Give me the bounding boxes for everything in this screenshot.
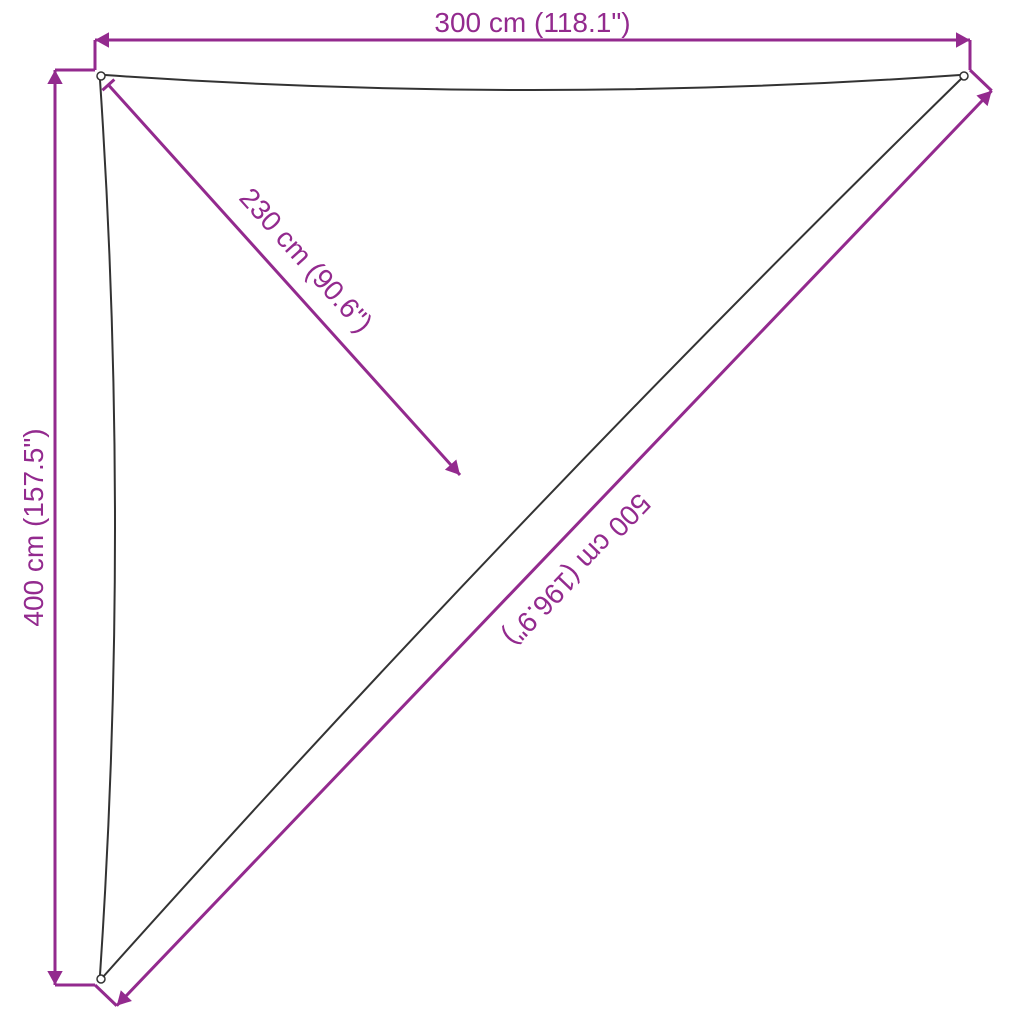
- corner-ring: [960, 72, 968, 80]
- dimension-line-inner: [108, 85, 460, 475]
- arrowhead: [956, 32, 970, 47]
- extension-line: [95, 985, 117, 1006]
- dim-label-inner: 230 cm (90.6"): [233, 182, 378, 338]
- arrowhead: [95, 32, 109, 47]
- arrowhead: [47, 971, 62, 985]
- sail-edge-top: [105, 75, 960, 90]
- sail-edge-hypotenuse: [103, 78, 962, 977]
- dim-label-top: 300 cm (118.1"): [434, 7, 630, 38]
- sail-edge-left: [100, 80, 115, 975]
- dim-label-hypotenuse: 500 cm (196.9"): [497, 488, 656, 653]
- corner-ring: [97, 72, 105, 80]
- dim-label-left: 400 cm (157.5"): [18, 428, 49, 626]
- dimension-line: [117, 91, 992, 1006]
- arrowhead: [47, 70, 62, 84]
- corner-ring: [97, 975, 105, 983]
- extension-line: [970, 70, 992, 91]
- dimension-diagram: 300 cm (118.1") 400 cm (157.5") 500 cm (19…: [0, 0, 1024, 1024]
